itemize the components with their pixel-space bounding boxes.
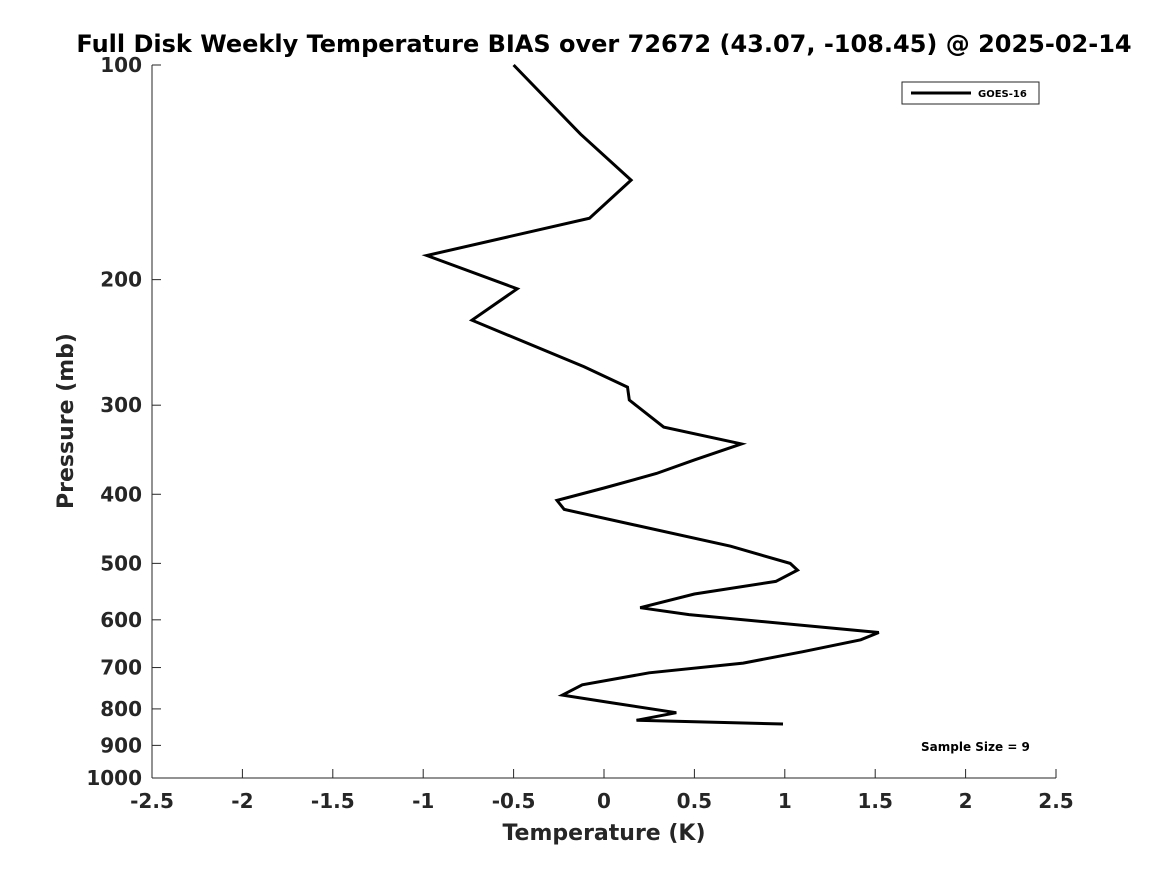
x-tick-label: -2 xyxy=(231,789,253,813)
x-tick-label: 2.5 xyxy=(1038,789,1073,813)
x-tick-label: -1.5 xyxy=(311,789,355,813)
y-tick-label: 600 xyxy=(100,608,142,632)
legend-label-goes-16: GOES-16 xyxy=(978,89,1027,100)
x-ticks: -2.5 -2 -1.5 -1 -0.5 0 0.5 1 1.5 2 2.5 xyxy=(130,769,1074,813)
y-tick-label: 300 xyxy=(100,393,142,417)
series-line-goes-16 xyxy=(421,63,880,726)
y-tick-label: 500 xyxy=(100,551,142,575)
y-tick-label: 700 xyxy=(100,656,142,680)
x-tick-label: 0 xyxy=(597,789,611,813)
sample-size-annotation: Sample Size = 9 xyxy=(921,740,1030,754)
y-axis-label: Pressure (mb) xyxy=(54,333,79,509)
y-tick-label: 200 xyxy=(100,268,142,292)
x-axis-label: Temperature (K) xyxy=(502,821,705,846)
x-tick-label: 2 xyxy=(959,789,973,813)
legend: GOES-16 xyxy=(901,81,1040,105)
x-tick-label: -1 xyxy=(412,789,434,813)
y-tick-label: 100 xyxy=(100,53,142,77)
y-tick-label: 800 xyxy=(100,697,142,721)
chart-title: Full Disk Weekly Temperature BIAS over 7… xyxy=(76,30,1131,58)
x-tick-label: 1.5 xyxy=(857,789,892,813)
plot-area: -2.5 -2 -1.5 -1 -0.5 0 0.5 1 1.5 2 2.5 100 200 300 40… xyxy=(86,53,1073,813)
series-layer xyxy=(421,63,880,726)
y-tick-label: 900 xyxy=(100,733,142,757)
x-tick-label: 0.5 xyxy=(677,789,712,813)
y-tick-label: 400 xyxy=(100,482,142,506)
x-tick-label: -0.5 xyxy=(492,789,536,813)
y-ticks: 100 200 300 400 500 600 700 800 900 1000 xyxy=(86,53,161,790)
y-tick-label: 1000 xyxy=(86,766,142,790)
x-tick-label: -2.5 xyxy=(130,789,174,813)
x-tick-label: 1 xyxy=(778,789,792,813)
